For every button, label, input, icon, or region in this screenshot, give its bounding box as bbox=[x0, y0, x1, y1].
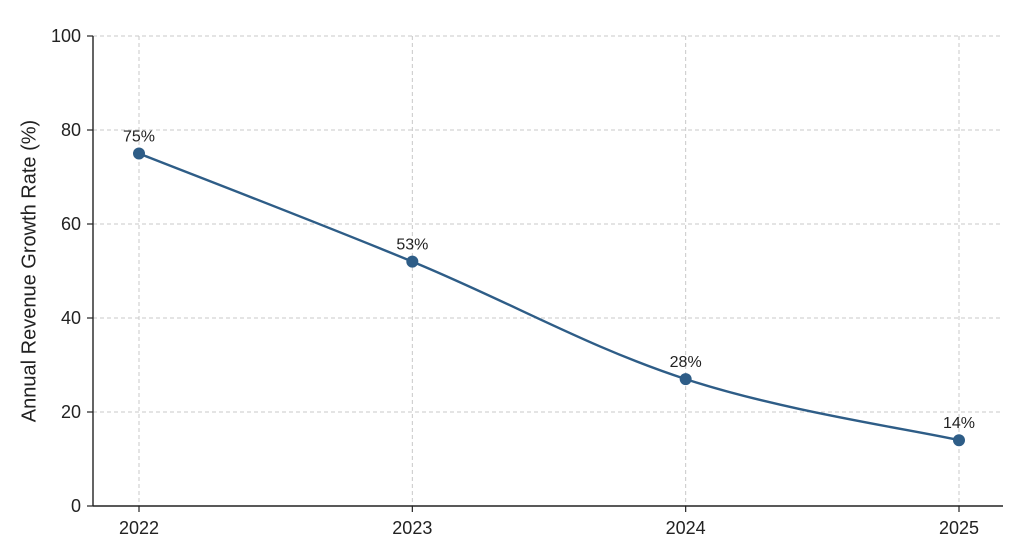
data-point bbox=[679, 373, 692, 386]
axes bbox=[92, 36, 1003, 507]
data-label: 14% bbox=[943, 415, 975, 432]
data-point bbox=[953, 434, 965, 447]
data-point bbox=[133, 147, 145, 160]
y-tick-label: 20 bbox=[61, 402, 81, 422]
data-labels: 75% 53% 28% 14% bbox=[123, 129, 975, 433]
x-tick-label: 2025 bbox=[939, 518, 979, 538]
x-tick-label: 2022 bbox=[119, 518, 159, 538]
x-axis-ticks: 2022 2023 2024 2025 bbox=[119, 506, 979, 538]
y-tick-label: 40 bbox=[61, 308, 81, 328]
data-label: 28% bbox=[670, 354, 702, 371]
y-axis-title: Annual Revenue Growth Rate (%) bbox=[18, 120, 40, 422]
series-line bbox=[138, 152, 960, 442]
grid-lines bbox=[93, 35, 1003, 506]
series-layer bbox=[133, 147, 965, 447]
y-tick-label: 0 bbox=[71, 496, 81, 516]
data-label: 75% bbox=[123, 129, 155, 146]
x-tick-label: 2023 bbox=[392, 518, 432, 538]
data-label: 53% bbox=[396, 237, 428, 254]
x-tick-label: 2024 bbox=[666, 518, 706, 538]
y-tick-label: 60 bbox=[61, 214, 81, 234]
y-axis-ticks: 0 20 40 60 80 100 bbox=[51, 26, 93, 516]
y-tick-label: 100 bbox=[51, 26, 81, 46]
data-point bbox=[406, 255, 419, 268]
y-tick-label: 80 bbox=[61, 120, 81, 140]
